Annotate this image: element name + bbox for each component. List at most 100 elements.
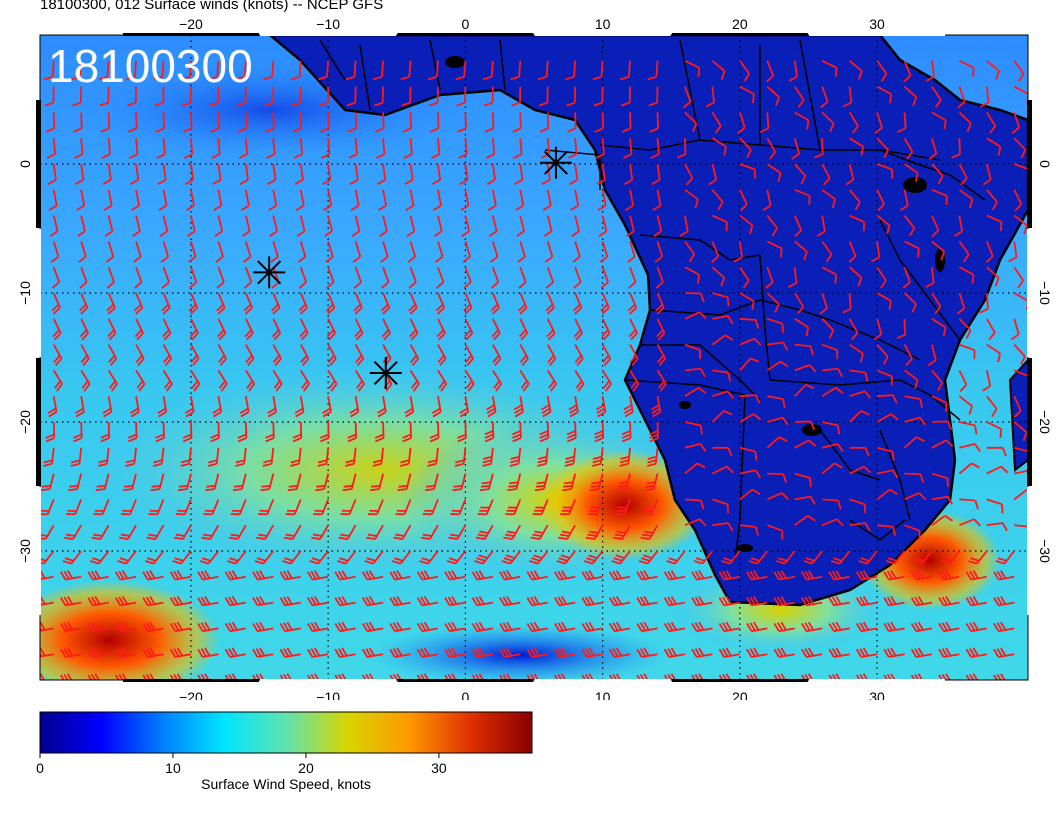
- wind-barb: [821, 266, 838, 284]
- wind-barb: [958, 318, 972, 339]
- wind-barb: [298, 292, 308, 315]
- wind-barb: [217, 344, 227, 367]
- wind-barb: [766, 436, 788, 449]
- wind-barb: [366, 524, 384, 540]
- wind-barb: [596, 163, 606, 185]
- wind-barb: [429, 112, 440, 133]
- wind-barb: [155, 112, 165, 133]
- wind-barb: [380, 241, 389, 263]
- wind-barb: [376, 163, 387, 185]
- wind-barb: [117, 550, 137, 565]
- wind-barb: [457, 112, 467, 133]
- wind-barb: [197, 621, 219, 633]
- wind-barb: [737, 112, 746, 134]
- wind-barb: [313, 499, 330, 516]
- wind-barb: [471, 647, 493, 658]
- wind-barb: [993, 647, 1015, 658]
- wind-barb: [711, 465, 734, 475]
- wind-barb: [106, 266, 115, 289]
- wind-barb: [739, 337, 762, 346]
- wind-barb: [931, 292, 942, 315]
- wind-barb: [910, 595, 933, 607]
- wind-barb: [471, 621, 493, 633]
- wind-barb: [821, 240, 833, 263]
- wind-barb: [318, 60, 330, 81]
- wind-barb: [103, 189, 113, 212]
- wind-barb: [828, 621, 850, 633]
- wind-barb: [212, 396, 223, 418]
- wind-barb: [801, 570, 823, 581]
- wind-barb: [347, 421, 358, 443]
- wind-barb: [450, 499, 467, 516]
- wind-barb: [321, 138, 331, 159]
- wind-barb: [546, 369, 557, 392]
- wind-barb: [739, 266, 750, 289]
- wind-barb: [849, 522, 871, 532]
- wind-barb: [243, 266, 253, 289]
- wind-barb: [425, 473, 439, 492]
- wind-barb: [554, 647, 576, 658]
- wind-barb: [463, 266, 472, 289]
- wind-barb: [766, 317, 784, 333]
- wind-barb: [182, 112, 193, 133]
- wind-barb: [828, 595, 850, 607]
- lat-tick-label: −30: [1037, 539, 1053, 563]
- wind-barb: [51, 266, 61, 289]
- wind-barb: [361, 621, 384, 633]
- wind-barb: [279, 570, 301, 581]
- wind-barb: [336, 550, 357, 565]
- wind-barb: [403, 138, 413, 159]
- wind-barb: [560, 499, 577, 516]
- wind-barb: [1013, 60, 1025, 82]
- wind-barb: [623, 396, 634, 418]
- lon-tick-label: 30: [869, 16, 885, 32]
- wind-barb: [640, 524, 659, 540]
- wind-barb: [279, 673, 301, 680]
- wind-barb: [654, 241, 664, 263]
- wind-barb: [821, 318, 835, 339]
- wind-barb: [185, 189, 195, 212]
- wind-barb: [581, 595, 603, 607]
- wind-barb: [938, 595, 960, 607]
- wind-barb: [959, 498, 979, 510]
- wind-barb: [287, 473, 302, 492]
- wind-barb: [272, 344, 282, 367]
- wind-barb: [721, 550, 741, 565]
- wind-barb: [766, 360, 789, 372]
- wind-barb: [544, 241, 554, 263]
- wind-barb: [821, 443, 844, 452]
- wind-barb: [684, 421, 703, 435]
- wind-barb: [642, 499, 659, 516]
- storm-marker-1: [253, 256, 286, 289]
- wind-barb: [72, 421, 83, 443]
- wind-barb: [455, 60, 467, 81]
- wind-barb: [93, 499, 110, 516]
- wind-barb: [474, 550, 494, 565]
- wind-barb: [210, 421, 220, 443]
- wind-barb: [712, 498, 729, 514]
- wind-barb: [855, 621, 878, 633]
- wind-barb: [876, 413, 899, 423]
- wind-barb: [965, 570, 987, 581]
- wind-barb: [87, 595, 109, 607]
- wind-barb: [446, 550, 467, 565]
- wind-barb: [353, 292, 363, 315]
- wind-barb: [47, 163, 57, 185]
- wind-barb: [876, 214, 891, 235]
- wind-barb: [565, 60, 577, 81]
- wind-barb: [146, 524, 165, 540]
- wind-barb: [283, 524, 302, 540]
- wind-barb: [931, 318, 947, 337]
- wind-barb: [334, 621, 356, 633]
- wind-barb: [142, 647, 164, 658]
- wind-barb: [254, 550, 274, 565]
- wind-barb: [902, 266, 911, 289]
- wind-barb: [1013, 137, 1027, 159]
- wind-barb: [746, 673, 768, 680]
- wind-barb: [181, 86, 192, 107]
- wind-barb: [52, 318, 62, 341]
- wind-map[interactable]: −20 −10 0 10 20 30 −20 −10 0 10 20 30 0 −10 −20 −30 0…: [0, 0, 1056, 700]
- wind-barb: [431, 396, 442, 418]
- wind-barb: [663, 621, 686, 633]
- wind-barb: [957, 86, 966, 109]
